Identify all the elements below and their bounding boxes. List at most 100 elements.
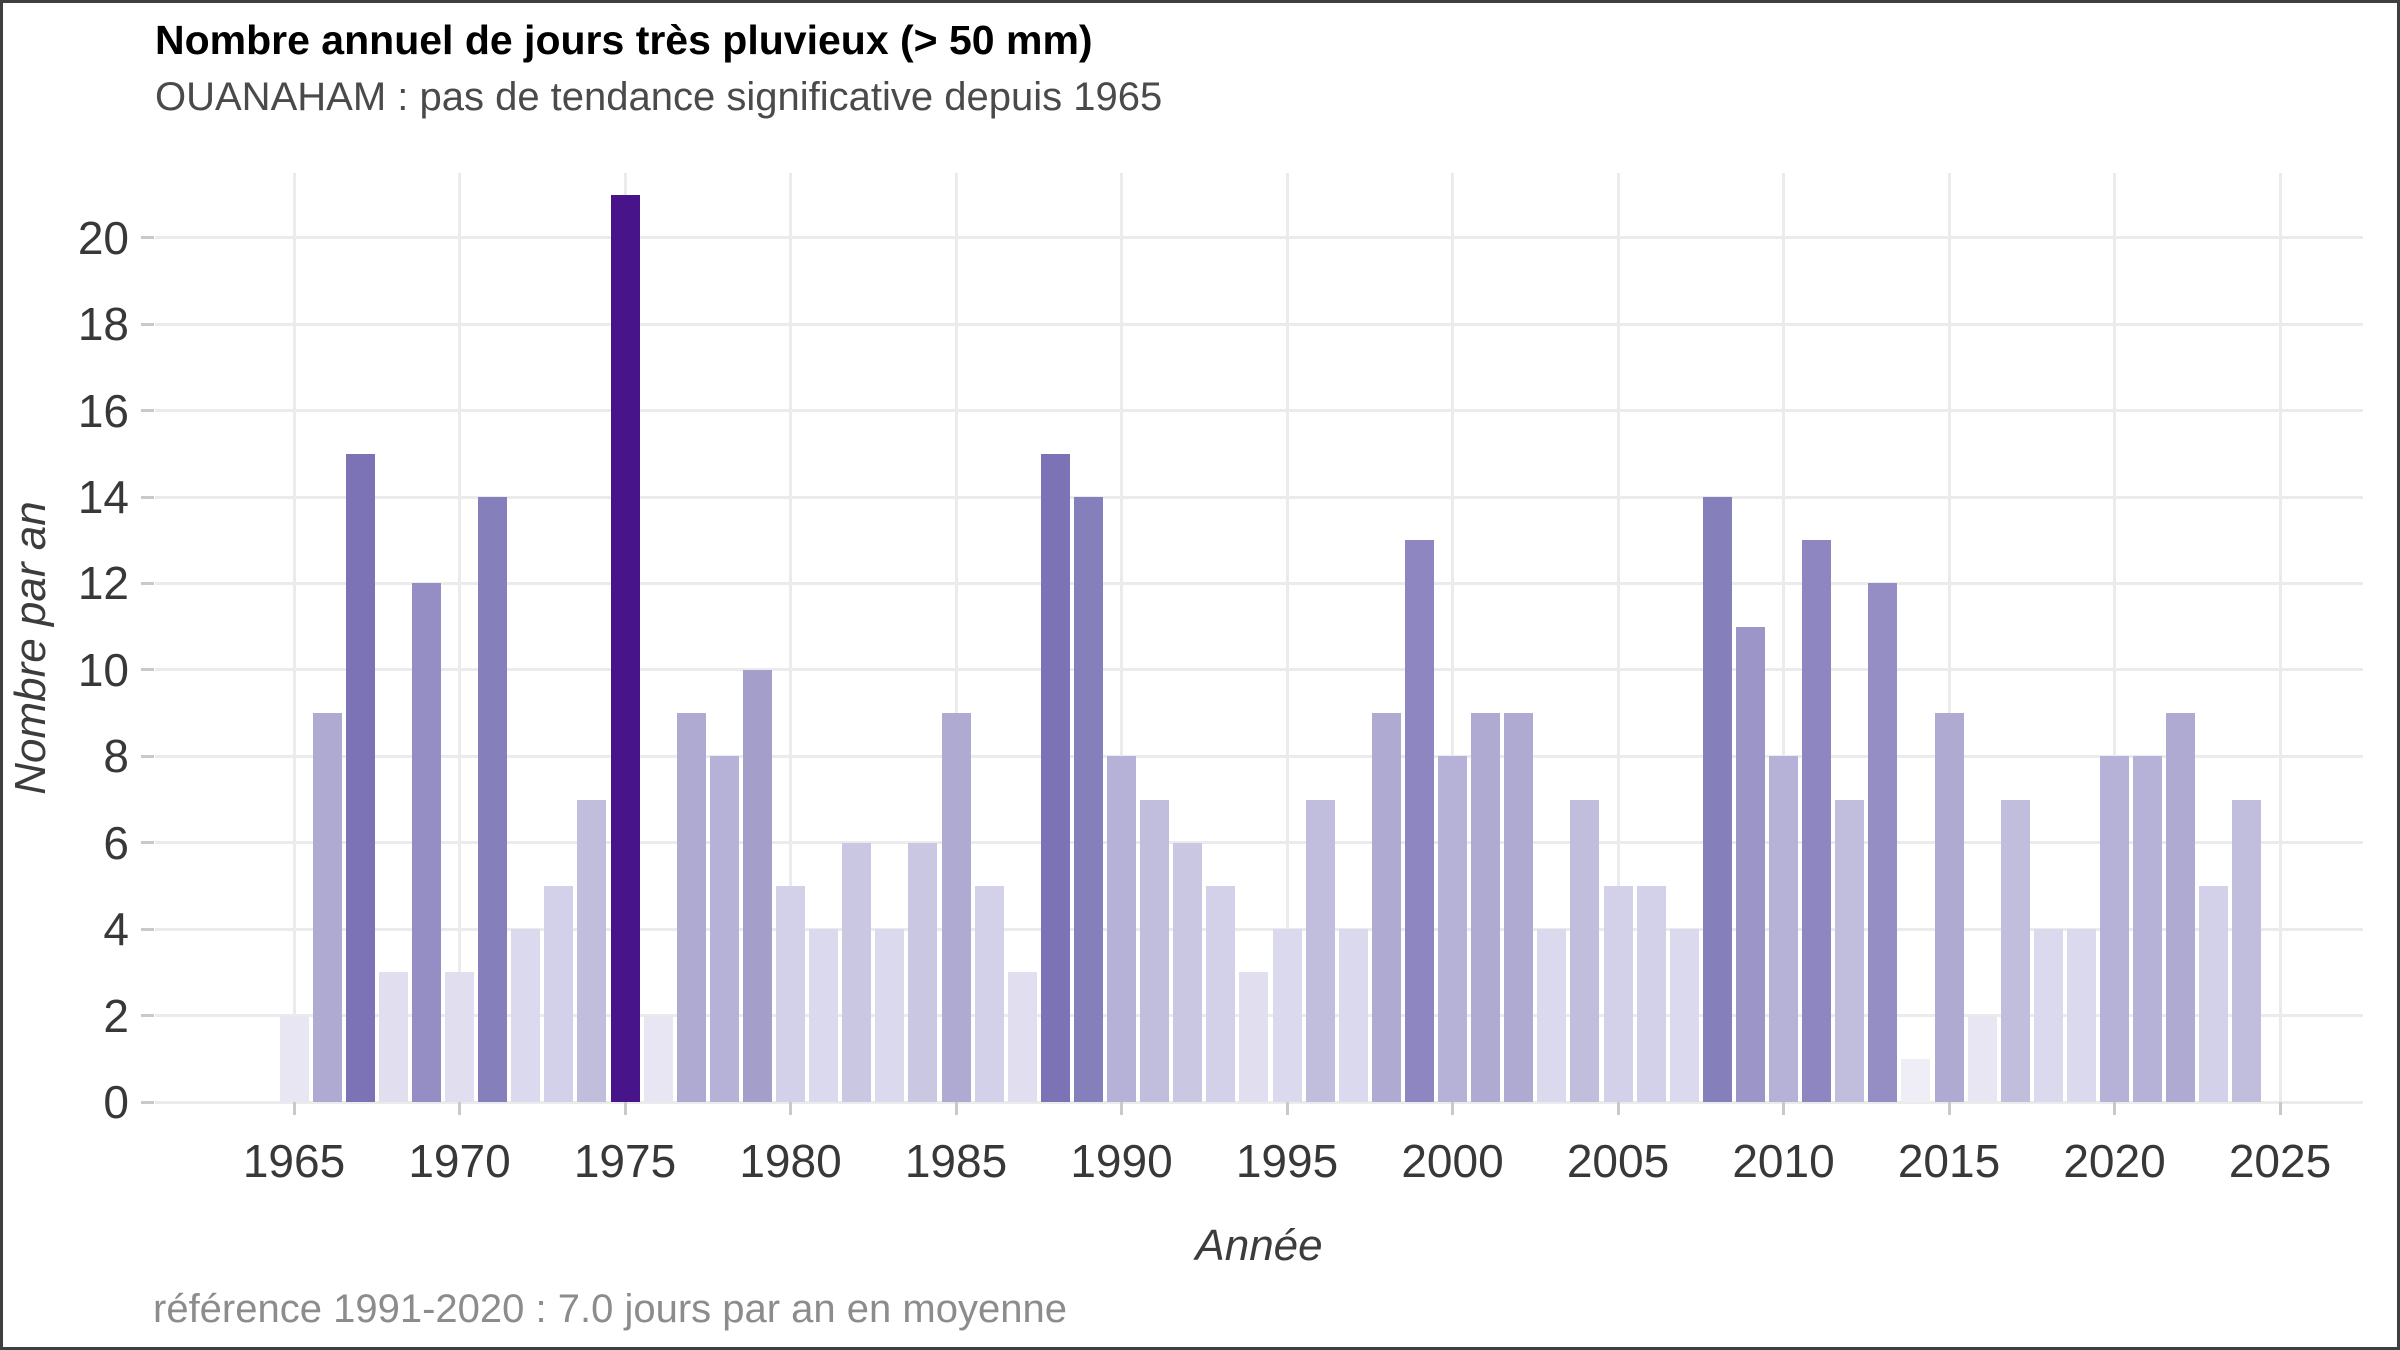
gridline-y-10 [155,668,2363,672]
ytick-mark-0 [141,1100,154,1104]
gridline-x-1995 [1285,173,1289,1102]
xtick-label-2005: 2005 [1566,1135,1670,1187]
xtick-label-1985: 1985 [904,1135,1008,1187]
bar-1997 [1338,929,1368,1102]
bar-1972 [511,929,541,1102]
bar-1984 [908,842,938,1102]
bar-1975 [610,194,640,1102]
bar-1979 [742,669,772,1102]
bar-2000 [1438,756,1467,1102]
bar-1999 [1404,540,1434,1102]
ytick-label-0: 0 [103,1076,129,1128]
ytick-mark-8 [141,754,154,758]
bar-1998 [1371,713,1401,1102]
bar-1986 [974,885,1004,1102]
gridline-y-12 [155,581,2363,585]
gridline-x-1970 [458,173,461,1102]
xtick-mark-1990 [1120,1102,1123,1115]
bar-2024 [2232,799,2262,1102]
bar-2022 [2166,713,2196,1102]
ytick-mark-4 [141,927,154,931]
bar-2005 [1603,885,1633,1102]
bar-1965 [279,1015,309,1102]
plot-area [155,173,2363,1104]
ytick-label-20: 20 [77,211,129,264]
bar-1976 [643,1015,673,1102]
bar-2016 [1967,1015,1997,1102]
gridline-x-1985 [954,173,958,1102]
gridline-x-1965 [292,173,296,1102]
gridline-y-0 [155,1100,2363,1104]
xtick-mark-2020 [2113,1102,2116,1115]
ytick-label-8: 8 [103,730,129,783]
xtick-mark-1995 [1285,1102,1289,1115]
gridline-x-2005 [1616,173,1620,1102]
ytick-label-12: 12 [77,557,129,610]
bar-2010 [1769,756,1798,1102]
gridline-y-8 [155,754,2363,758]
ytick-mark-18 [141,322,154,326]
bar-2002 [1504,713,1534,1102]
ytick-mark-12 [141,581,154,585]
ytick-mark-20 [141,236,154,240]
ytick-mark-6 [141,841,154,845]
bar-1989 [1073,497,1103,1102]
ytick-mark-2 [141,1014,154,1018]
gridline-y-6 [155,841,2363,845]
bar-2004 [1570,799,1600,1102]
bar-1985 [941,713,971,1102]
xtick-mark-1985 [954,1102,958,1115]
bar-1990 [1107,756,1136,1102]
xtick-mark-1980 [789,1102,792,1115]
bar-2023 [2199,885,2229,1102]
xtick-label-1980: 1980 [739,1135,842,1187]
bar-1983 [875,929,905,1102]
ytick-label-10: 10 [77,643,129,696]
ytick-mark-10 [141,668,154,672]
bar-1969 [411,583,441,1102]
bar-1970 [445,972,474,1102]
bar-1973 [544,885,574,1102]
chart-title: Nombre annuel de jours très pluvieux (> … [155,17,1093,63]
ytick-mark-14 [141,495,154,499]
ytick-label-18: 18 [77,298,129,351]
gridline-x-1980 [789,173,792,1102]
reference-caption: référence 1991-2020 : 7.0 jours par an e… [153,1287,1067,1331]
xtick-label-1965: 1965 [242,1135,346,1187]
bar-1978 [709,756,739,1102]
bar-2019 [2066,929,2096,1102]
bar-2007 [1669,929,1699,1102]
bar-2018 [2033,929,2063,1102]
xtick-label-1975: 1975 [573,1135,677,1187]
xtick-label-1970: 1970 [408,1135,511,1187]
gridline-y-20 [155,236,2363,240]
bar-2001 [1471,713,1501,1102]
y-axis-title: Nombre par an [6,501,55,795]
gridline-x-2015 [1947,173,1951,1102]
x-axis-title: Année [1195,1221,1323,1270]
bar-2017 [2000,799,2030,1102]
bar-2020 [2100,756,2129,1102]
bar-1968 [378,972,408,1102]
xtick-mark-2015 [1947,1102,1951,1115]
bar-2006 [1636,885,1666,1102]
bar-1991 [1140,799,1170,1102]
bar-2013 [1868,583,1898,1102]
bar-1993 [1206,885,1236,1102]
bar-1995 [1272,929,1302,1102]
bar-2014 [1901,1058,1931,1102]
xtick-mark-1970 [458,1102,461,1115]
xtick-label-2025: 2025 [2228,1135,2332,1187]
xtick-mark-1975 [623,1102,627,1115]
ytick-label-4: 4 [103,903,129,956]
gridline-y-16 [155,409,2363,413]
bar-1992 [1173,842,1203,1102]
bar-2021 [2133,756,2163,1102]
bar-1994 [1239,972,1269,1102]
xtick-label-2020: 2020 [2063,1135,2166,1187]
xtick-mark-1965 [292,1102,296,1115]
gridline-x-2020 [2113,173,2116,1102]
bar-1988 [1040,453,1070,1102]
gridline-y-18 [155,322,2363,326]
